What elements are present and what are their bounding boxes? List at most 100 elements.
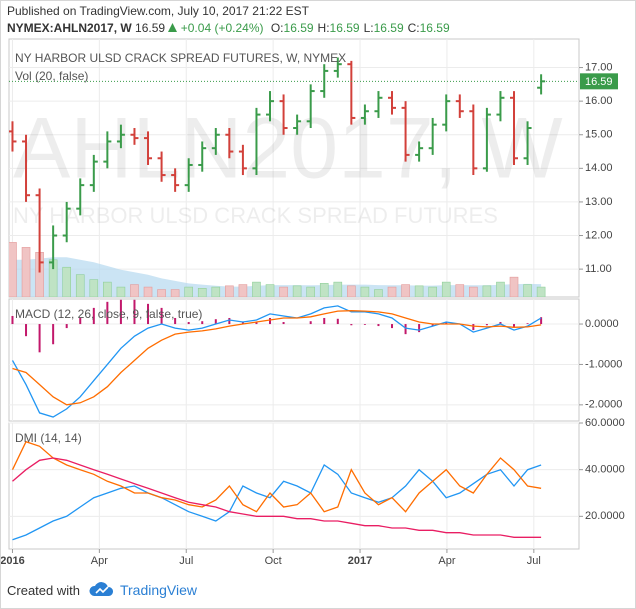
macd-pane — [8, 298, 580, 422]
histogram-bar — [147, 303, 150, 325]
histogram-bar — [25, 324, 28, 337]
y-tick-label: 13.00 — [585, 196, 613, 208]
ohlc-value: 16.59 — [419, 21, 450, 35]
last-price-label: 16.59 — [585, 76, 613, 88]
quote-line: NYMEX:AHLN2017, W 16.59 +0.04 (+0.24%) O… — [7, 20, 450, 37]
ohlc-values: O:16.59 H:16.59 L:16.59 C:16.59 — [267, 21, 450, 35]
ohlc-value: 16.59 — [373, 21, 404, 35]
volume-bar — [536, 286, 546, 297]
pane-content: AHLN2017, W NY HARBOR ULSD CRACK SPREAD F… — [9, 57, 563, 297]
volume-legend: Vol (20, false) — [15, 69, 88, 83]
y-tick-label: 15.00 — [585, 129, 613, 141]
pane-content — [11, 440, 542, 541]
volume-bar — [62, 266, 71, 297]
last-price-box — [580, 73, 618, 90]
ohlc-value: 16.59 — [329, 21, 360, 35]
x-tick-label: 2016 — [1, 555, 25, 567]
y-tick-label: 14.00 — [585, 162, 613, 174]
histogram-bar — [377, 324, 380, 327]
volume-bar — [157, 289, 166, 297]
header: Published on TradingView.com, July 10, 2… — [7, 3, 450, 37]
x-tick-label: Jul — [527, 555, 541, 567]
logo — [89, 582, 114, 596]
histogram-bar — [323, 317, 326, 325]
volume-bar — [496, 281, 505, 297]
volume-bar — [509, 276, 519, 297]
histogram-bar — [431, 324, 434, 327]
y-tick-label: 60.0000 — [585, 417, 625, 429]
histogram-bar — [201, 321, 204, 325]
volume-bar — [130, 284, 139, 297]
last-price: 16.59 — [135, 21, 166, 35]
histogram-bar — [350, 324, 353, 326]
histogram-bar — [540, 317, 543, 325]
volume-bar — [103, 281, 112, 297]
change: +0.04 — [180, 21, 212, 35]
x-tick-label: Apr — [91, 555, 108, 567]
volume-bar — [21, 247, 31, 297]
volume-bar — [347, 285, 356, 297]
histogram-bar — [174, 317, 177, 325]
ohlc-value: 16.59 — [283, 21, 314, 35]
x-tick-label: Apr — [438, 555, 455, 567]
volume-bar — [143, 286, 153, 297]
watermark: NY HARBOR ULSD CRACK SPREAD FUTURES — [13, 203, 498, 228]
ohlc-label: L: — [363, 21, 374, 35]
histogram-bar — [391, 324, 394, 329]
y-tick-label: 20.0000 — [585, 510, 625, 522]
histogram-bar — [106, 301, 109, 325]
dmi-line — [11, 440, 542, 513]
x-tick-label: Oct — [265, 555, 282, 567]
histogram-bar — [228, 317, 231, 325]
x-tick-label: 2017 — [348, 555, 372, 567]
ohlc-label: H: — [317, 21, 330, 35]
created-with: Created with — [7, 582, 80, 598]
volume-bar — [360, 286, 370, 297]
volume-bar — [319, 283, 329, 297]
histogram-bar — [363, 324, 366, 325]
histogram-bar — [92, 307, 95, 325]
volume-bar — [401, 284, 410, 297]
histogram-bar — [526, 323, 529, 325]
histogram-bar — [499, 322, 502, 325]
brand[interactable]: TradingView — [119, 582, 198, 598]
volume-bar — [292, 285, 302, 297]
volume-bar — [455, 284, 465, 297]
volume-bar — [197, 288, 207, 297]
watermark: AHLN2017, W — [13, 101, 563, 197]
histogram-bar — [472, 324, 475, 331]
y-tick-label: -1.0000 — [585, 358, 622, 370]
histogram-bar — [445, 322, 448, 325]
volume-bar — [523, 284, 532, 297]
histogram-bar — [513, 324, 516, 327]
volume-bar — [387, 286, 397, 297]
ohlc-label: C: — [407, 21, 420, 35]
histogram-bar — [336, 318, 339, 325]
symbol: NYMEX:AHLN2017, W — [7, 21, 132, 35]
volume-bar — [170, 289, 180, 297]
footer: Created with TradingView — [7, 582, 197, 598]
volume-bar — [482, 285, 492, 297]
histogram-bar — [404, 324, 407, 335]
volume-bar — [414, 285, 424, 297]
volume-bar — [469, 286, 478, 297]
volume-bar — [306, 286, 315, 297]
volume-bar — [211, 286, 221, 297]
dmi-line — [12, 457, 542, 538]
histogram-bar — [485, 324, 488, 326]
histogram-bar — [119, 299, 122, 325]
y-tick-label: 17.00 — [585, 61, 613, 73]
histogram-bar — [133, 299, 136, 325]
y-tick-label: 0.0000 — [585, 318, 619, 330]
histogram-bar — [282, 322, 285, 325]
histogram-bar — [187, 322, 190, 325]
y-tick-label: 12.00 — [585, 229, 613, 241]
histogram-bar — [309, 321, 312, 325]
ohlc-label: O: — [270, 21, 284, 35]
histogram-bar — [214, 319, 217, 325]
y-tick-label: -2.0000 — [585, 399, 622, 411]
up-arrow — [168, 23, 178, 32]
histogram-bar — [269, 317, 272, 325]
volume-bar — [265, 284, 275, 297]
